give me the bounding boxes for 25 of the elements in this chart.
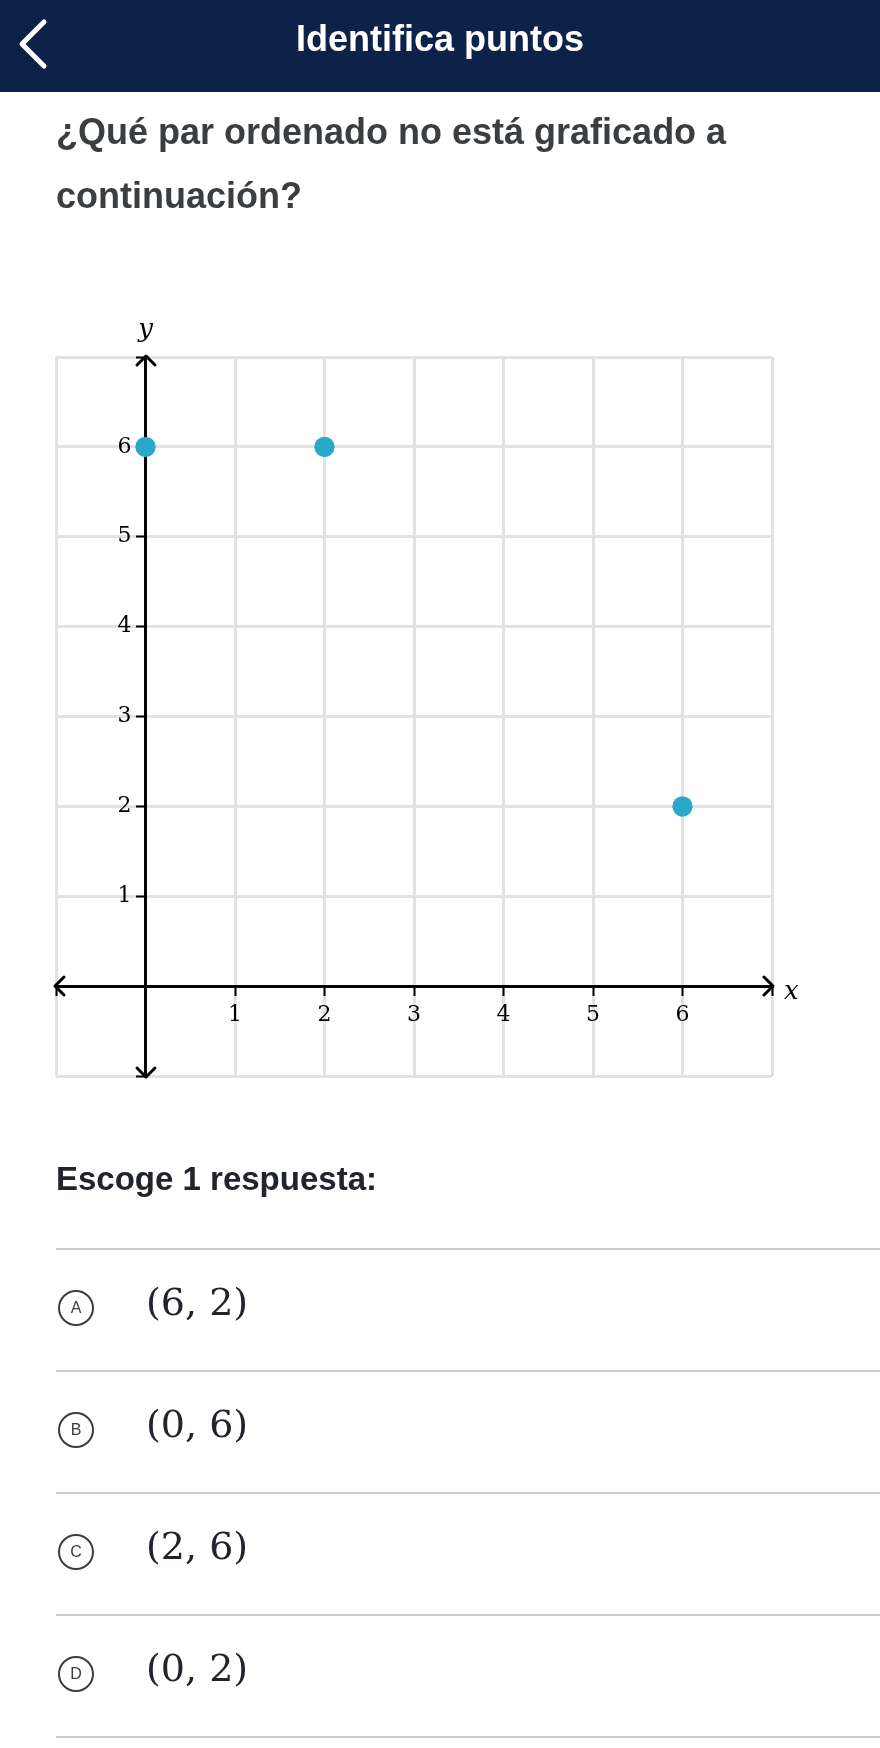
y-tick-label: 4: [117, 612, 132, 638]
text: (0, 6): [146, 1402, 249, 1446]
y-tick-label: 6: [117, 432, 132, 458]
x-tick-label: 6: [675, 1001, 690, 1027]
x-tick-label: 4: [496, 1001, 511, 1027]
x-tick-label: 5: [586, 1001, 600, 1027]
y-tick-label: 2: [117, 792, 132, 818]
text: B: [58, 1412, 94, 1448]
text: C: [58, 1534, 94, 1570]
x-tick-label: 2: [317, 1001, 332, 1027]
y-axis-title: y: [137, 312, 154, 343]
x-tick-label: 1: [228, 1001, 242, 1027]
y-tick-label: 5: [117, 522, 132, 548]
chart-subtitle: ¿Qué par ordenado no está graficado a continuación?: [56, 110, 728, 218]
x-tick-label: 3: [407, 1001, 421, 1027]
text: Escoge 1 respuesta:: [56, 1160, 378, 1199]
text: (2, 6): [146, 1524, 249, 1568]
y-tick-label: 3: [117, 702, 132, 728]
text: D: [58, 1656, 94, 1692]
text: A: [58, 1290, 94, 1326]
chart-title: Identifica puntos: [295, 18, 585, 60]
text: (6, 2): [146, 1280, 249, 1324]
x-axis-title: x: [784, 974, 799, 1005]
text: (0, 2): [146, 1646, 249, 1690]
y-tick-label: 1: [117, 881, 132, 907]
